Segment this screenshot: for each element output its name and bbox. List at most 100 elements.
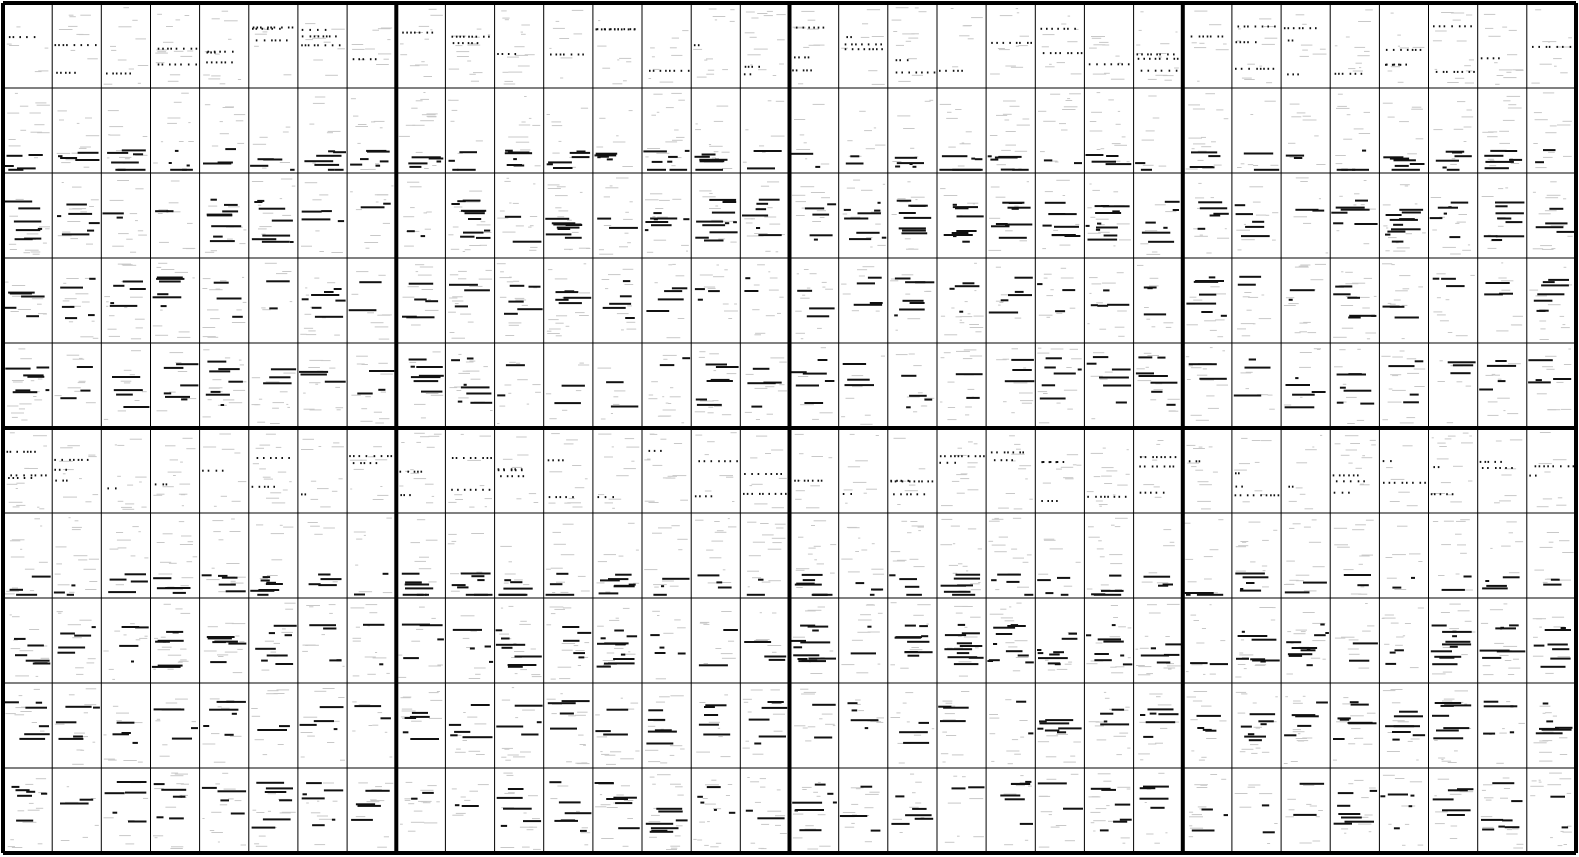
dot-note bbox=[1505, 467, 1507, 469]
faint-note bbox=[1507, 413, 1519, 415]
dot-note bbox=[232, 50, 234, 53]
faint-note bbox=[1397, 81, 1404, 83]
faint-note bbox=[1533, 636, 1538, 638]
faint-note bbox=[557, 216, 565, 218]
dot-note bbox=[1283, 27, 1286, 30]
cell-notes bbox=[1140, 200, 1180, 255]
note-bar bbox=[1284, 591, 1310, 594]
faint-note bbox=[1187, 462, 1200, 464]
faint-note bbox=[1087, 232, 1101, 234]
faint-note bbox=[1508, 532, 1513, 534]
faint-note bbox=[532, 124, 541, 126]
dot-note bbox=[195, 47, 198, 50]
dot-note bbox=[324, 44, 327, 47]
faint-note bbox=[715, 648, 722, 649]
note-bar bbox=[379, 160, 389, 163]
faint-note bbox=[1191, 466, 1197, 468]
faint-note bbox=[1288, 142, 1296, 144]
faint-note bbox=[1240, 639, 1245, 641]
dot-note bbox=[1357, 474, 1359, 477]
faint-note bbox=[42, 313, 47, 315]
note-bar bbox=[210, 198, 217, 201]
faint-note bbox=[1215, 319, 1225, 321]
faint-note bbox=[413, 32, 423, 33]
faint-note bbox=[947, 407, 956, 408]
cell-notes bbox=[153, 698, 198, 757]
dot-note bbox=[175, 47, 178, 50]
dot-note bbox=[9, 450, 12, 453]
note-bar bbox=[620, 653, 626, 656]
faint-note bbox=[523, 584, 530, 586]
dot-note bbox=[811, 479, 814, 482]
dot-note bbox=[1062, 461, 1065, 463]
note-bar bbox=[404, 717, 417, 719]
note-bar bbox=[603, 733, 628, 736]
note-bar bbox=[1086, 634, 1092, 637]
faint-note bbox=[209, 289, 223, 291]
faint-note bbox=[841, 283, 847, 285]
faint-note bbox=[283, 74, 292, 76]
faint-note bbox=[1186, 379, 1191, 380]
dot-note bbox=[724, 460, 726, 463]
note-bar bbox=[1148, 240, 1175, 243]
faint-note bbox=[466, 370, 480, 372]
note-bar bbox=[1163, 653, 1180, 656]
note-bar bbox=[536, 721, 542, 724]
cell-notes bbox=[1038, 93, 1082, 165]
faint-note bbox=[1351, 728, 1361, 730]
note-bar bbox=[15, 389, 31, 392]
note-bar bbox=[1482, 587, 1508, 590]
cell-notes bbox=[1190, 10, 1229, 82]
faint-note bbox=[566, 439, 578, 441]
dot-note bbox=[6, 450, 9, 453]
faint-note bbox=[1343, 697, 1349, 699]
faint-note bbox=[509, 638, 512, 640]
faint-note bbox=[1270, 164, 1279, 166]
faint-note bbox=[521, 33, 526, 35]
note-bar bbox=[800, 641, 831, 644]
faint-note bbox=[372, 499, 384, 500]
note-bar bbox=[613, 658, 635, 660]
faint-note bbox=[1072, 464, 1077, 466]
faint-note bbox=[1049, 160, 1058, 162]
faint-note bbox=[423, 212, 427, 214]
faint-note bbox=[1067, 15, 1071, 17]
cell-notes bbox=[202, 698, 246, 763]
dot-note bbox=[629, 28, 632, 31]
faint-note bbox=[431, 495, 435, 497]
faint-note bbox=[1291, 116, 1302, 118]
note-bar bbox=[800, 624, 816, 627]
note-bar bbox=[1541, 284, 1569, 287]
note-bar bbox=[157, 293, 169, 296]
faint-note bbox=[411, 720, 422, 722]
faint-note bbox=[211, 18, 220, 20]
faint-note bbox=[948, 564, 958, 566]
note-bar bbox=[1196, 714, 1221, 717]
faint-note bbox=[30, 251, 41, 253]
faint-note bbox=[704, 59, 708, 61]
faint-note bbox=[666, 337, 681, 339]
faint-note bbox=[424, 309, 439, 311]
faint-note bbox=[451, 109, 458, 111]
faint-note bbox=[1444, 438, 1452, 440]
faint-note bbox=[109, 315, 115, 317]
note-bar bbox=[1068, 632, 1077, 635]
faint-note bbox=[42, 242, 47, 244]
faint-note bbox=[109, 126, 124, 128]
faint-note bbox=[765, 250, 771, 252]
faint-note bbox=[134, 400, 140, 401]
note-bar bbox=[1289, 289, 1315, 292]
faint-note bbox=[175, 698, 188, 700]
faint-note bbox=[160, 636, 166, 638]
dot-note bbox=[872, 48, 874, 51]
faint-note bbox=[1216, 109, 1224, 111]
faint-note bbox=[1094, 725, 1104, 727]
faint-note bbox=[955, 316, 962, 318]
cell-notes bbox=[1135, 603, 1182, 676]
cell-notes bbox=[1333, 271, 1377, 340]
faint-note bbox=[1294, 332, 1301, 334]
faint-note bbox=[352, 701, 357, 703]
faint-note bbox=[332, 581, 338, 583]
faint-note bbox=[159, 241, 169, 243]
note-bar bbox=[555, 298, 569, 301]
